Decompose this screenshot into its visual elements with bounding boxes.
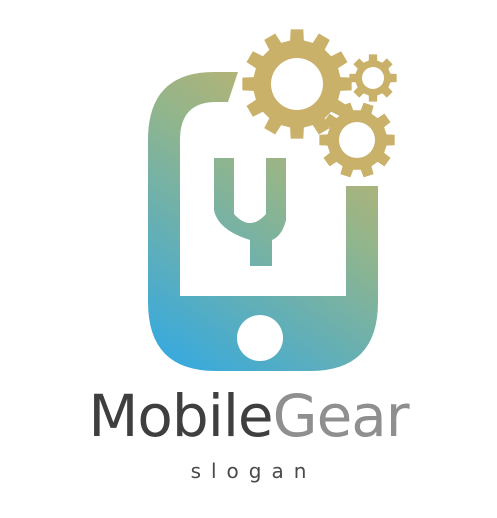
wordmark-primary: Mobile (88, 382, 273, 450)
wordmark-secondary: Gear (272, 382, 410, 450)
gears-icon (242, 29, 397, 178)
wrench-icon (214, 158, 286, 266)
slogan-text: slogan (190, 459, 317, 483)
brand-wordmark: MobileGear (0, 383, 497, 449)
smartphone-icon (148, 72, 378, 371)
home-button-icon (237, 315, 283, 361)
